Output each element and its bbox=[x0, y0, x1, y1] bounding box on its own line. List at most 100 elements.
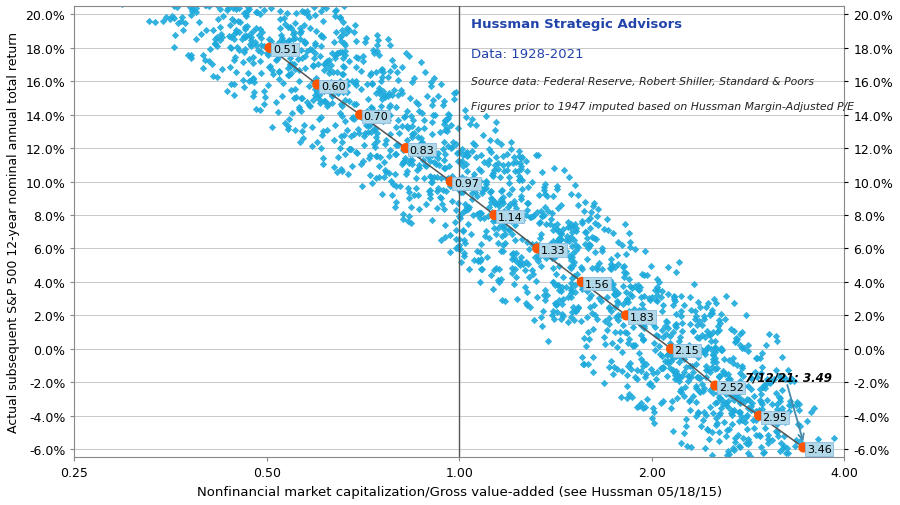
Point bbox=[705, 451, 719, 459]
Point bbox=[537, 212, 552, 220]
Point bbox=[250, 9, 265, 17]
Point bbox=[604, 265, 618, 273]
Point bbox=[550, 236, 564, 244]
Point bbox=[705, 428, 719, 436]
Point bbox=[454, 189, 469, 197]
Point bbox=[309, 12, 323, 20]
Point bbox=[622, 229, 636, 237]
Point bbox=[167, 44, 182, 52]
Point bbox=[544, 240, 558, 248]
Point bbox=[202, 58, 217, 66]
Point bbox=[501, 160, 516, 168]
Point bbox=[323, 87, 338, 95]
Point bbox=[294, 28, 309, 36]
Point bbox=[689, 412, 704, 420]
Point bbox=[437, 165, 452, 173]
Text: Source data: Federal Reserve, Robert Shiller, Standard & Poors: Source data: Federal Reserve, Robert Shi… bbox=[471, 77, 814, 87]
Point bbox=[474, 210, 489, 218]
Point bbox=[449, 235, 464, 243]
Point bbox=[686, 392, 700, 400]
Point bbox=[189, 6, 203, 14]
Point bbox=[348, 80, 363, 88]
Point bbox=[619, 312, 634, 320]
Point bbox=[530, 242, 544, 250]
Point bbox=[486, 170, 500, 178]
Point bbox=[746, 457, 760, 465]
Point bbox=[272, 76, 286, 84]
Point bbox=[324, 100, 338, 108]
Point bbox=[436, 187, 450, 195]
Point bbox=[455, 152, 470, 160]
Point bbox=[578, 199, 592, 207]
Point bbox=[690, 374, 705, 382]
Point bbox=[354, 161, 368, 169]
Point bbox=[434, 236, 448, 244]
Point bbox=[382, 102, 397, 110]
Point bbox=[365, 46, 380, 55]
Point bbox=[347, 21, 362, 29]
Point bbox=[608, 290, 623, 298]
Point bbox=[228, 54, 242, 62]
Point bbox=[337, 84, 351, 92]
Point bbox=[729, 362, 743, 370]
Point bbox=[262, 1, 276, 9]
Point bbox=[413, 140, 428, 148]
Point bbox=[246, 76, 260, 84]
Point bbox=[208, 41, 222, 49]
Point bbox=[554, 315, 568, 323]
Point bbox=[698, 304, 713, 312]
Point bbox=[502, 180, 517, 188]
Point bbox=[749, 416, 763, 424]
Point bbox=[750, 409, 764, 417]
Point bbox=[248, 89, 262, 97]
Point bbox=[777, 442, 791, 450]
Point bbox=[768, 411, 782, 419]
Point bbox=[446, 139, 461, 147]
Point bbox=[162, 16, 176, 24]
Point bbox=[242, 78, 256, 86]
Point bbox=[716, 387, 730, 395]
Point bbox=[677, 429, 691, 437]
Point bbox=[366, 109, 381, 117]
Point bbox=[393, 86, 408, 94]
Point bbox=[496, 211, 510, 219]
Point bbox=[620, 382, 634, 390]
Point bbox=[760, 436, 775, 444]
Point bbox=[675, 327, 689, 335]
Point bbox=[286, 36, 301, 44]
Point bbox=[235, 77, 249, 85]
Point bbox=[595, 244, 609, 252]
Point bbox=[638, 374, 652, 382]
Point bbox=[437, 127, 452, 135]
Point bbox=[705, 307, 719, 315]
Point bbox=[800, 417, 814, 425]
Point bbox=[330, 50, 345, 58]
Point bbox=[504, 211, 518, 219]
Point bbox=[630, 403, 644, 412]
Point bbox=[402, 189, 417, 197]
Point bbox=[608, 303, 622, 311]
Point bbox=[654, 307, 669, 315]
Point bbox=[698, 347, 712, 355]
Point bbox=[561, 319, 575, 327]
Point bbox=[321, 88, 336, 96]
Point bbox=[349, 77, 364, 85]
Point bbox=[717, 418, 732, 426]
Point bbox=[547, 316, 562, 324]
Point bbox=[541, 337, 555, 345]
Point bbox=[692, 318, 706, 326]
Point bbox=[437, 222, 452, 230]
Point bbox=[479, 185, 493, 193]
Point bbox=[591, 294, 606, 302]
Point bbox=[563, 265, 578, 273]
Point bbox=[354, 114, 368, 122]
Point bbox=[554, 283, 569, 291]
Point bbox=[232, 46, 247, 55]
Point bbox=[369, 115, 383, 123]
Point bbox=[448, 140, 463, 148]
Point bbox=[213, 6, 228, 14]
Point bbox=[451, 245, 465, 254]
Point bbox=[449, 227, 464, 235]
Point bbox=[590, 283, 604, 291]
Point bbox=[479, 228, 493, 236]
